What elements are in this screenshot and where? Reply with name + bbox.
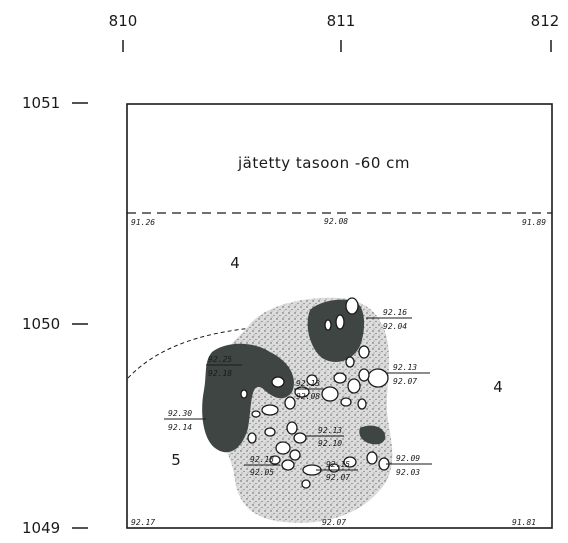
stone [271, 376, 285, 388]
elevation-label: 92.07 [322, 518, 346, 527]
stone [340, 397, 352, 407]
elevation-pair: 92.13 92.10 [306, 426, 344, 448]
stone [345, 356, 355, 368]
grid-label-y-1051: 1051 [22, 94, 60, 112]
stone [269, 455, 281, 465]
grid-label-x-811: 811 [327, 12, 356, 30]
elevation-label: 92.10 [318, 439, 342, 448]
elevation-label: 92.18 [208, 369, 232, 378]
stone [358, 368, 370, 382]
stone [357, 398, 367, 410]
dark-charcoal-patch-north [307, 299, 365, 362]
elevation-label: 91.81 [512, 518, 536, 527]
stone [321, 386, 339, 402]
stone [335, 314, 345, 330]
elevation-label: 92.03 [396, 468, 420, 477]
stone [281, 459, 295, 471]
stone [284, 396, 296, 410]
layer-number: 4 [493, 378, 503, 396]
grid-label-x-810: 810 [109, 12, 138, 30]
elevation-label: 92.30 [168, 409, 192, 418]
grid-label-x-812: 812 [531, 12, 560, 30]
stone [294, 386, 310, 398]
elevation-label: 92.13 [393, 363, 417, 372]
grid-label-y-1050: 1050 [22, 315, 60, 333]
elevation-pair: 92.15 92.07 [316, 460, 358, 482]
stone [358, 345, 370, 359]
excavation-square [126, 103, 553, 529]
elevation-label: 91.26 [131, 218, 155, 227]
elevation-label: 92.08 [324, 217, 348, 226]
layer-boundary-dashed [127, 327, 253, 379]
elevation-label: 92.13 [318, 426, 342, 435]
stone [333, 372, 347, 384]
layer-number: 4 [230, 254, 240, 272]
elevation-label: 92.17 [131, 518, 155, 527]
stone [343, 456, 357, 468]
elevation-pair: 92.13 92.08 [294, 379, 324, 401]
elevation-pair: 92.13 92.05 [244, 455, 280, 477]
elevation-pair: 92.16 92.04 [366, 308, 412, 331]
grid-label-y-1049: 1049 [22, 519, 60, 537]
stone [247, 432, 257, 444]
stone [286, 421, 298, 435]
stone [261, 404, 279, 416]
dark-charcoal-patch-east [359, 425, 386, 445]
stone [301, 479, 311, 489]
stone [306, 374, 318, 386]
elevation-label: 92.14 [168, 423, 192, 432]
elevation-pair: 92.30 92.14 [164, 409, 206, 432]
elevation-label: 92.16 [383, 308, 407, 317]
stone [251, 410, 261, 418]
stone [264, 427, 276, 437]
stone [347, 378, 361, 394]
stone [275, 441, 291, 455]
elevation-label: 92.08 [296, 392, 320, 401]
stone [240, 389, 248, 399]
elevation-pair: 92.13 92.07 [386, 363, 430, 386]
elevation-pair: 92.09 92.03 [386, 454, 432, 477]
elevation-label: 92.09 [396, 454, 420, 463]
stones [240, 297, 390, 489]
elevation-label: 92.07 [393, 377, 417, 386]
layer-number: 5 [171, 451, 181, 469]
elevation-label: 92.07 [326, 473, 350, 482]
elevation-label: 92.04 [383, 322, 407, 331]
elevation-label: 92.13 [296, 379, 320, 388]
stone [289, 449, 301, 461]
elevation-label: 92.15 [326, 460, 350, 469]
stone [366, 451, 378, 465]
stone [324, 319, 332, 331]
elevation-label: 92.13 [250, 455, 274, 464]
elevation-label: 91.89 [522, 218, 546, 227]
elevation-label: 92.05 [250, 468, 274, 477]
stone [345, 297, 359, 315]
elevation-pair: 92.25 92.18 [206, 355, 242, 378]
dark-charcoal-patch-west [202, 343, 294, 453]
elevation-label: 92.25 [208, 355, 232, 364]
stone [293, 432, 307, 444]
stone [367, 368, 389, 388]
level-note: jätetty tasoon -60 cm [237, 154, 410, 172]
